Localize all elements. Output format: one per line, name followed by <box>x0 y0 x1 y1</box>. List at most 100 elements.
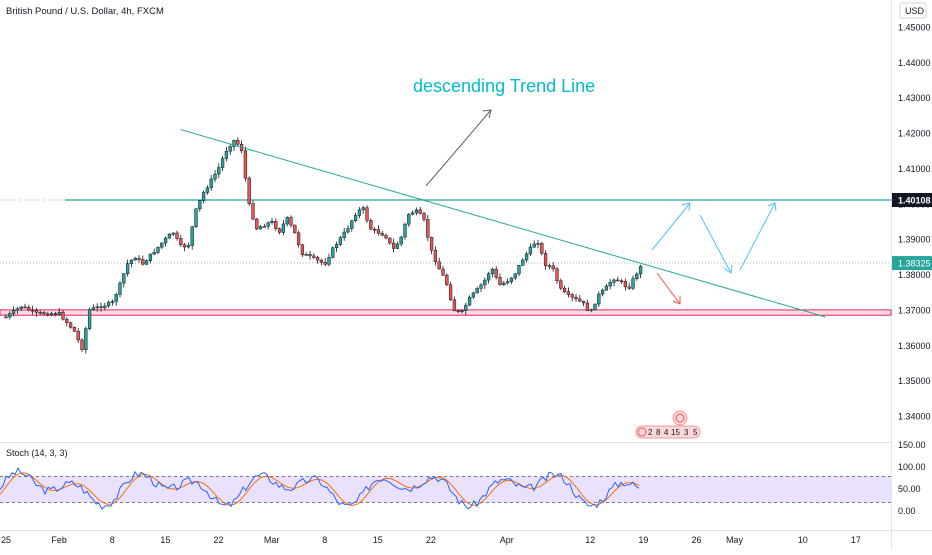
currency-badge-text: USD <box>905 6 925 16</box>
candle-up <box>460 310 464 312</box>
event-badge-2: 8 <box>656 428 661 437</box>
pullback-arrow-shaft <box>656 272 681 305</box>
candle-up <box>281 223 286 233</box>
candle-up <box>638 266 643 275</box>
trend-line-annotation[interactable]: descending Trend Line <box>413 76 595 96</box>
candle-up <box>464 304 468 311</box>
candle-down <box>247 177 251 204</box>
currency-badge-box <box>899 2 927 19</box>
candle-down <box>445 274 449 285</box>
event-badge-dot <box>637 427 647 437</box>
candle-up <box>262 226 267 228</box>
candle-up <box>532 243 536 248</box>
candle-down <box>429 236 434 251</box>
pullback-arrow[interactable] <box>656 272 681 305</box>
currency-badge[interactable]: USD <box>899 2 927 19</box>
candle-down <box>391 242 396 249</box>
candle-up <box>631 278 635 289</box>
price-tick-label: 1.34000 <box>898 412 931 422</box>
projection-path[interactable] <box>651 202 777 274</box>
candle-down <box>422 213 426 220</box>
candle-up <box>103 305 107 309</box>
candle-up <box>327 257 331 265</box>
annotation-arrow[interactable] <box>425 109 492 187</box>
candle-down <box>68 322 73 328</box>
candle-down <box>251 203 255 220</box>
candle-up <box>148 253 153 261</box>
candle-up <box>194 208 198 228</box>
candle-down <box>30 309 35 312</box>
separator-label: 150.00 <box>898 440 926 450</box>
candle-down <box>179 238 183 245</box>
support-zone[interactable] <box>0 309 892 316</box>
candle-up <box>285 217 289 225</box>
event-badge-top[interactable] <box>672 410 688 426</box>
resistance-price-label[interactable]: 1.40108 <box>892 192 932 207</box>
candle-up <box>334 244 339 248</box>
candle-down <box>585 302 590 311</box>
projection-leg-3 <box>739 202 776 271</box>
event-badge-4: 15 <box>671 428 680 437</box>
candle-up <box>171 232 175 235</box>
candle-down <box>570 294 574 298</box>
time-tick-label: Apr <box>500 535 514 545</box>
price-tick-label: 1.36000 <box>898 341 931 351</box>
candle-down <box>53 313 58 315</box>
descending-trend-line[interactable] <box>180 129 826 318</box>
candle-down <box>182 244 187 248</box>
candle-up <box>228 146 232 152</box>
candle-down <box>372 228 377 231</box>
price-tick-label: 1.41000 <box>898 164 931 174</box>
candle-up <box>8 313 12 318</box>
candle-down <box>384 235 388 239</box>
candle-down <box>418 209 422 214</box>
resistance-price-label-bg <box>892 192 932 207</box>
time-tick-label: Feb <box>51 535 67 545</box>
candle-down <box>315 257 320 261</box>
candle-up <box>604 285 609 291</box>
candle-down <box>376 229 381 234</box>
time-tick-label: 22 <box>213 535 223 545</box>
candle-down <box>42 312 46 315</box>
candle-up <box>209 178 213 189</box>
candle-down <box>456 310 460 313</box>
candle-down <box>99 306 103 309</box>
candle-up <box>589 309 593 312</box>
event-badge-strip <box>635 425 701 439</box>
time-axis[interactable]: 25 Feb 8 15 22 Mar 8 15 22 Apr 12 19 26 May 10 17 <box>1 535 861 545</box>
time-tick-label: 17 <box>851 535 861 545</box>
last-price-label[interactable]: 1.38325 <box>892 256 932 271</box>
candle-up <box>258 226 263 230</box>
candle-down <box>308 254 312 257</box>
time-tick-label: 10 <box>798 535 808 545</box>
candle-down <box>365 207 369 221</box>
candle-down <box>551 265 555 270</box>
candle-up <box>91 307 96 310</box>
candle-up <box>118 282 122 295</box>
price-tick-label: 1.44000 <box>898 58 931 68</box>
candle-up <box>190 226 194 246</box>
candle-down <box>27 307 31 311</box>
candle-up <box>600 289 605 295</box>
candle-up <box>528 246 533 255</box>
stoch-tick-50: 50.00 <box>898 484 921 494</box>
candle-up <box>19 306 23 309</box>
time-tick-label: 8 <box>110 535 115 545</box>
candle-up <box>346 228 350 233</box>
candle-up <box>513 273 517 279</box>
event-badges[interactable]: 2 8 4 15 3 5 <box>635 410 701 439</box>
stoch-tick-100: 100.00 <box>898 462 926 472</box>
symbol-title[interactable]: British Pound / U.S. Dollar, 4h, FXCM <box>6 6 164 17</box>
candle-down <box>72 327 77 332</box>
candle-down <box>319 259 324 263</box>
stoch-label: Stoch (14, 3, 3) <box>6 448 68 458</box>
candle-down <box>452 299 457 312</box>
time-tick-label: 22 <box>426 535 436 545</box>
candle-down <box>296 232 301 246</box>
candle-down <box>619 280 624 283</box>
candle-down <box>581 300 586 304</box>
candle-up <box>198 200 202 210</box>
candle-up <box>57 311 61 315</box>
